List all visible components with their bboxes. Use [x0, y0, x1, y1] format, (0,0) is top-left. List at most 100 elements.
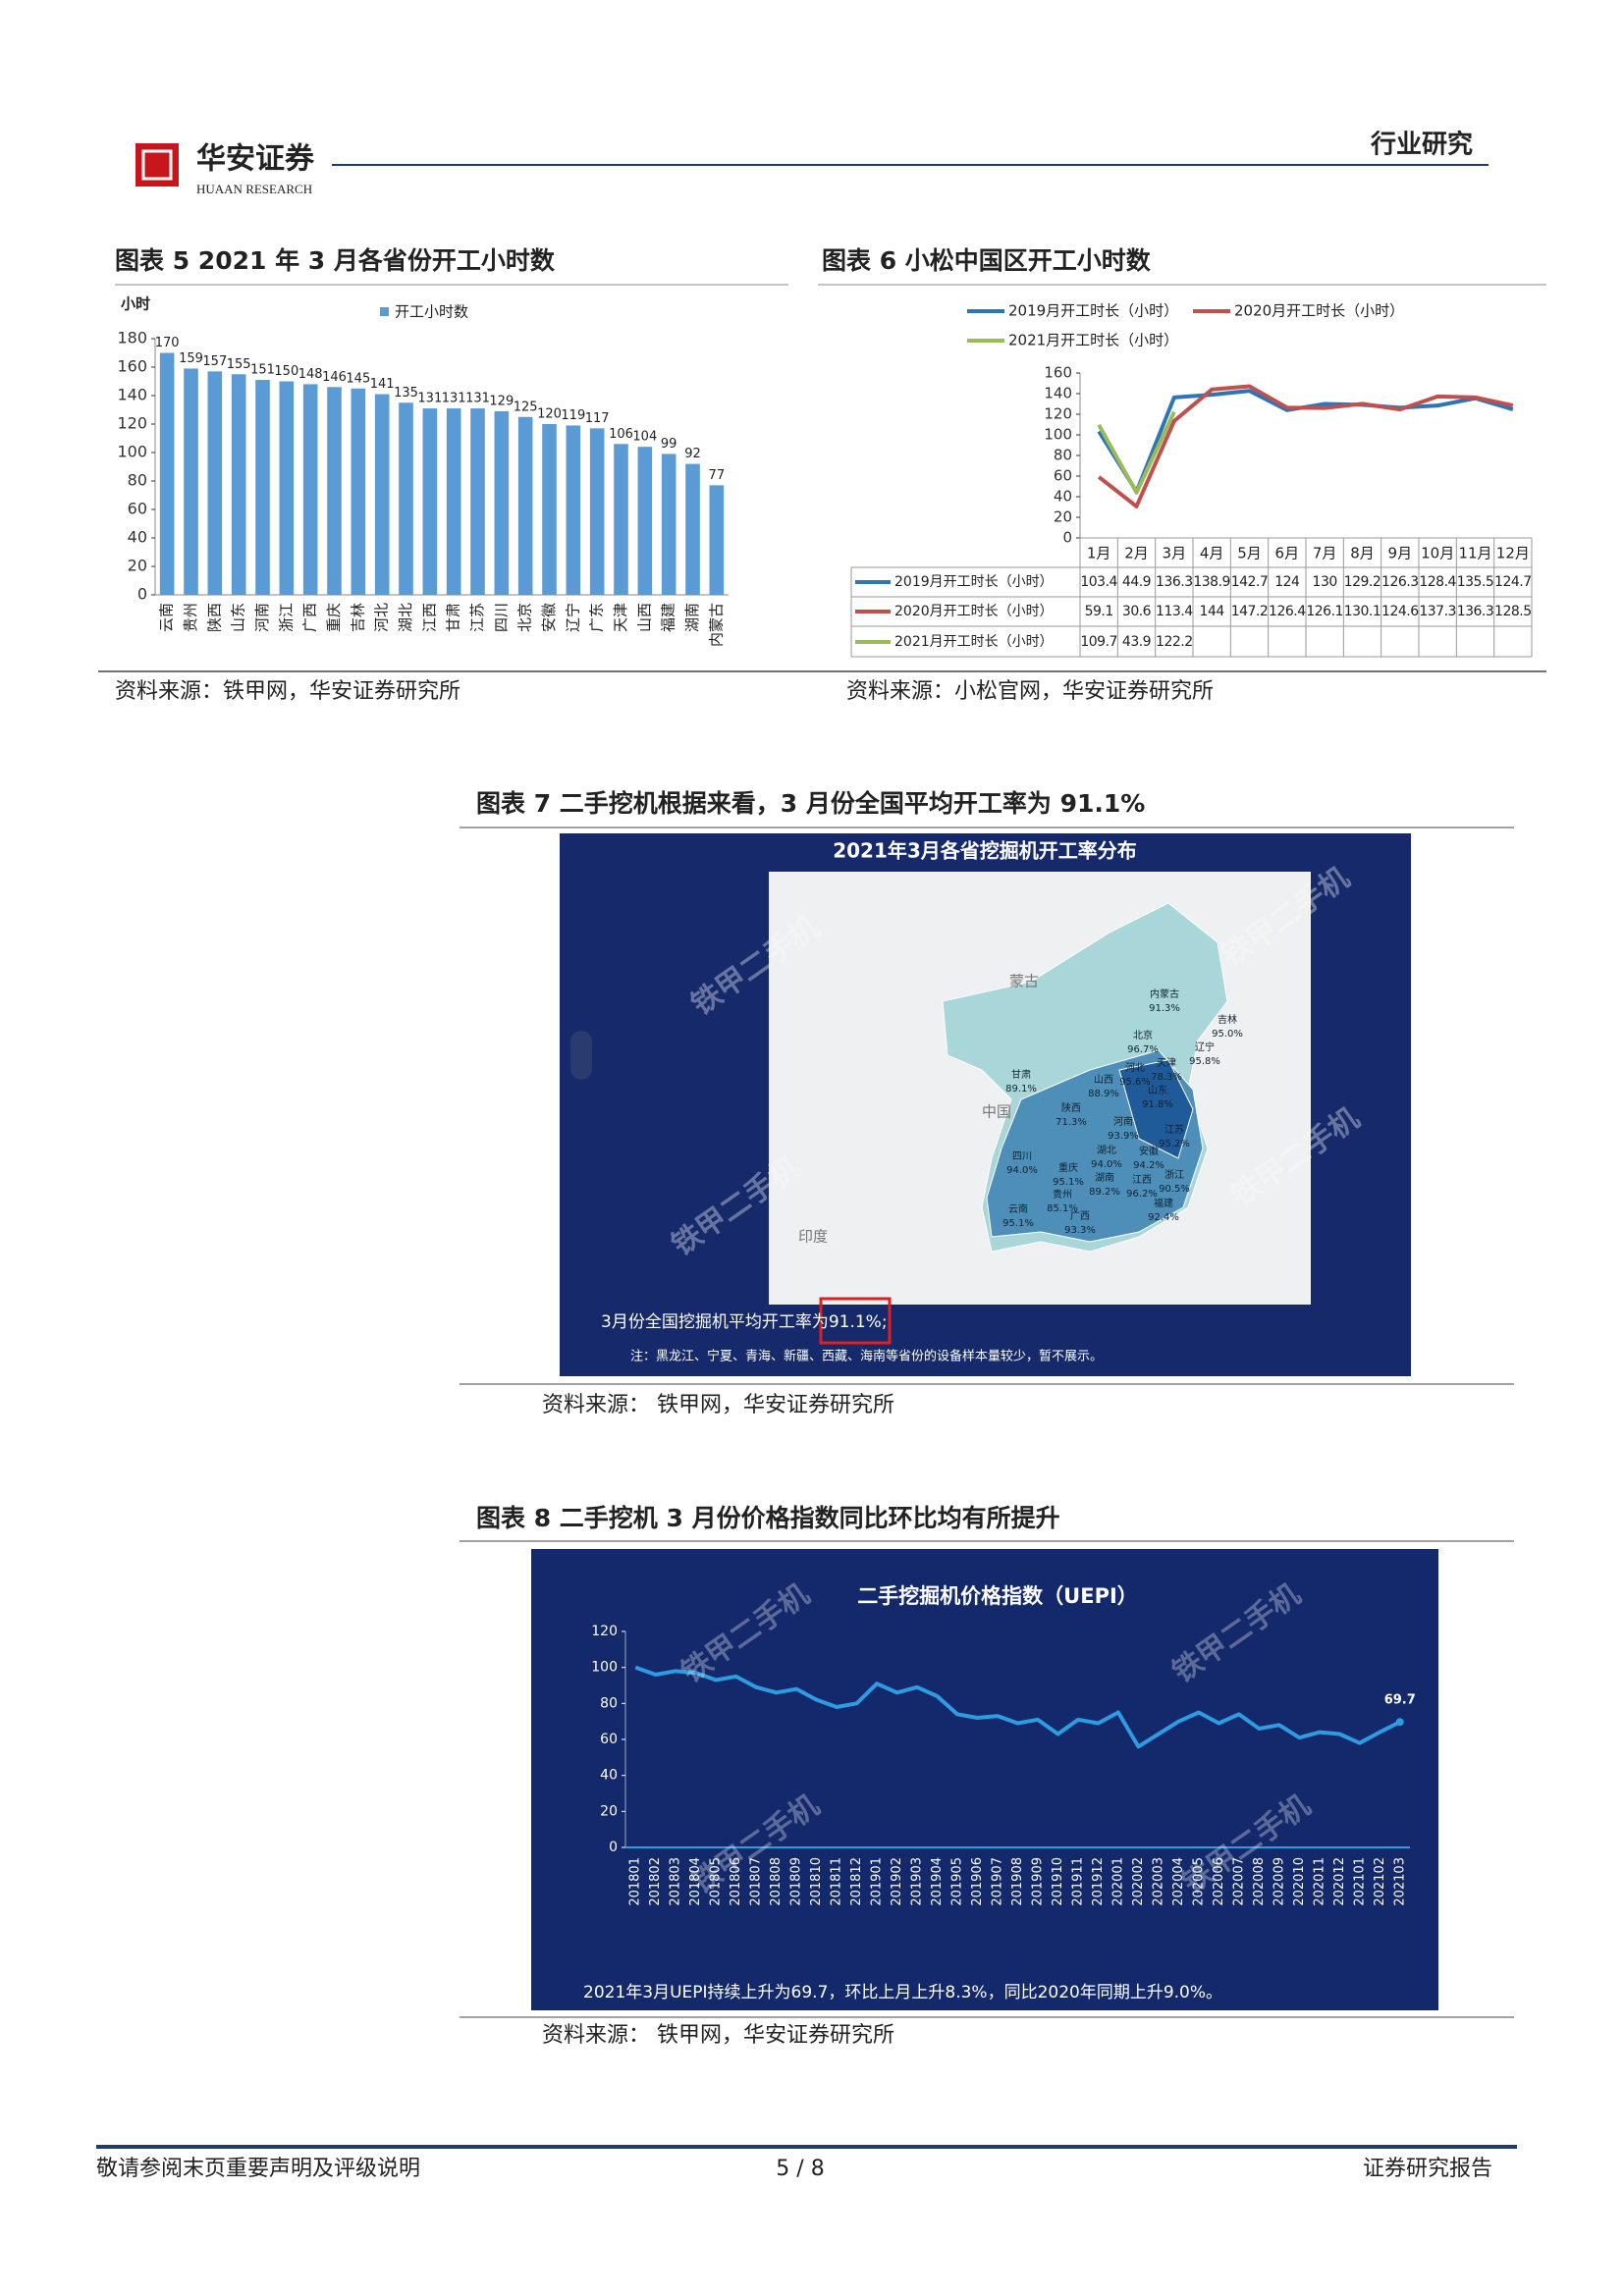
bar — [661, 454, 677, 595]
value-label: 125 — [514, 400, 538, 414]
x-tick-label: 201808 — [769, 1857, 784, 1906]
province-name: 贵州 — [1053, 1188, 1072, 1201]
x-tick-label: 202003 — [1151, 1857, 1165, 1906]
table-header: 7月 — [1313, 545, 1337, 562]
x-tick-label: 201905 — [950, 1857, 965, 1906]
table-cell: 124 — [1274, 574, 1300, 590]
uepi-frame — [531, 1549, 1438, 2010]
logo-text: 华安证券 — [196, 142, 315, 177]
value-label: 157 — [202, 354, 227, 369]
province-rate: 94.0% — [1006, 1165, 1038, 1176]
value-label: 159 — [179, 351, 203, 366]
map-title: 2021年3月各省挖掘机开工率分布 — [833, 839, 1137, 863]
province-name: 内蒙古 — [1150, 988, 1179, 1000]
table-cell: 136.3 — [1156, 574, 1193, 590]
x-tick-label: 陕西 — [205, 603, 223, 632]
province-rate: 90.5% — [1159, 1184, 1190, 1195]
y-tick-label: 140 — [1044, 385, 1072, 402]
table-header: 12月 — [1496, 545, 1530, 562]
province-rate: 94.2% — [1133, 1160, 1164, 1171]
value-label: 77 — [709, 468, 726, 483]
x-tick-label: 河南 — [253, 603, 271, 632]
province-name: 北京 — [1133, 1029, 1153, 1041]
legend-label: 2021月开工时长（小时） — [1008, 332, 1178, 349]
value-label: 119 — [561, 408, 585, 423]
province-rate: 93.3% — [1064, 1225, 1096, 1236]
figure-title: 图表 5 2021 年 3 月各省份开工小时数 — [115, 246, 556, 275]
value-label: 104 — [632, 430, 657, 445]
bar — [637, 447, 653, 595]
province-rate: 96.2% — [1126, 1189, 1158, 1200]
bar — [470, 408, 485, 595]
bar — [399, 402, 413, 595]
x-tick-label: 202012 — [1332, 1857, 1347, 1906]
map-note: 注：黑龙江、宁夏、青海、新疆、西藏、海南等省份的设备样本量较少，暂不展示。 — [630, 1349, 1103, 1364]
x-tick-label: 202008 — [1252, 1857, 1267, 1906]
bar — [184, 368, 198, 595]
x-tick-label: 202102 — [1373, 1857, 1387, 1906]
province-name: 云南 — [1008, 1202, 1028, 1215]
end-point — [1395, 1718, 1404, 1727]
y-tick-label: 40 — [1054, 488, 1072, 506]
province-name: 湖南 — [1095, 1171, 1114, 1184]
y-tick-label: 100 — [591, 1660, 618, 1676]
y-tick-label: 40 — [128, 528, 147, 547]
row-label: 2020月开工时长（小时） — [894, 604, 1054, 619]
province-name: 浙江 — [1164, 1169, 1184, 1181]
province-rate: 92.4% — [1148, 1212, 1179, 1223]
bar — [302, 384, 318, 595]
source: 资料来源：小松官网，华安证券研究所 — [846, 679, 1214, 704]
x-tick-label: 甘肃 — [445, 603, 462, 632]
x-tick-label: 江西 — [420, 603, 438, 632]
bar — [589, 428, 605, 595]
bar — [446, 408, 461, 595]
bar — [159, 352, 175, 595]
x-tick-label: 202002 — [1131, 1857, 1146, 1906]
value-label: 150 — [274, 364, 298, 379]
x-tick-label: 201803 — [669, 1857, 683, 1906]
bar — [231, 374, 246, 595]
province-rate: 71.3% — [1056, 1117, 1087, 1128]
x-tick-label: 202001 — [1110, 1857, 1125, 1906]
bar — [614, 444, 628, 595]
bar — [207, 371, 223, 595]
y-tick-label: 100 — [117, 443, 147, 461]
x-tick-label: 202010 — [1292, 1857, 1307, 1906]
y-tick-label: 0 — [1062, 529, 1072, 547]
source: 资料来源： 铁甲网，华安证券研究所 — [542, 2023, 894, 2048]
bar — [542, 424, 557, 595]
map-summary: 3月份全国挖掘机平均开工率为91.1%; — [601, 1312, 888, 1332]
page-number: 5 / 8 — [776, 2157, 824, 2181]
province-name: 天津 — [1157, 1057, 1176, 1069]
y-tick-label: 180 — [117, 329, 147, 347]
x-tick-label: 重庆 — [325, 603, 343, 632]
province-rate: 85.1% — [1047, 1203, 1078, 1214]
highlight-box — [819, 1297, 892, 1345]
x-tick-label: 201907 — [991, 1857, 1005, 1906]
value-label: 120 — [537, 407, 562, 422]
value-label: 151 — [250, 363, 275, 378]
province-rate: 93.9% — [1108, 1131, 1139, 1142]
y-tick-label: 120 — [1044, 405, 1072, 423]
table-cell: 142.7 — [1231, 574, 1269, 590]
province-name: 四川 — [1012, 1151, 1032, 1162]
x-tick-label: 四川 — [492, 603, 510, 632]
footer-right: 证券研究报告 — [1363, 2157, 1492, 2181]
table-cell: 124.7 — [1494, 574, 1532, 590]
logo-sub: HUAAN RESEARCH — [196, 182, 312, 196]
table-cell: 137.3 — [1419, 604, 1456, 619]
table-cell: 126.3 — [1381, 574, 1419, 590]
x-tick-label: 201811 — [830, 1857, 844, 1906]
y-tick-label: 80 — [128, 471, 147, 490]
value-label: 69.7 — [1384, 1693, 1416, 1708]
y-tick-label: 80 — [600, 1695, 618, 1711]
x-tick-label: 201802 — [648, 1857, 663, 1906]
value-label: 117 — [585, 411, 610, 426]
nav-arrow[interactable] — [570, 1031, 592, 1080]
x-tick-label: 201805 — [709, 1857, 724, 1906]
x-tick-label: 北京 — [516, 603, 534, 632]
y-axis-label: 小时 — [121, 295, 150, 313]
province-rate: 78.3% — [1151, 1072, 1182, 1083]
table-header: 3月 — [1163, 545, 1187, 562]
